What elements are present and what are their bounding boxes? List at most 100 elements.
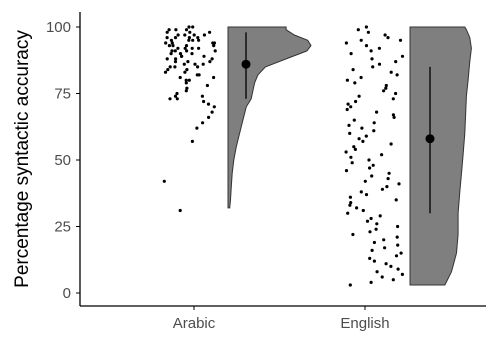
data-point <box>371 163 375 167</box>
data-point <box>394 254 399 258</box>
y-axis-ticks: 0 25 50 75 100 <box>46 19 80 302</box>
data-point <box>210 110 214 114</box>
data-point <box>371 65 375 69</box>
data-point <box>366 30 370 34</box>
data-point <box>164 41 168 45</box>
data-point <box>387 171 391 175</box>
data-point <box>378 214 382 218</box>
data-point <box>169 38 173 42</box>
data-point <box>182 62 186 66</box>
data-point <box>389 142 393 146</box>
data-point <box>200 94 204 98</box>
data-point <box>392 115 396 119</box>
y-tick-label: 100 <box>46 19 71 36</box>
data-point <box>184 89 188 93</box>
mean-interval-markers <box>241 32 435 214</box>
data-point <box>353 147 357 151</box>
data-point <box>383 33 387 37</box>
data-point <box>382 238 386 242</box>
data-point <box>360 126 364 130</box>
density-cloud-english <box>409 26 472 286</box>
data-point <box>195 126 199 130</box>
data-point <box>353 81 357 85</box>
data-point <box>191 25 195 29</box>
y-tick-label: 0 <box>63 285 71 302</box>
y-tick-label: 50 <box>54 152 71 169</box>
x-axis-ticks: Arabic English <box>173 306 390 332</box>
data-point <box>348 283 352 287</box>
data-point <box>173 36 178 40</box>
data-point <box>364 25 368 29</box>
data-point <box>380 153 384 157</box>
data-point <box>361 208 365 213</box>
data-point <box>364 134 368 138</box>
data-point <box>394 60 398 64</box>
data-point <box>185 86 189 90</box>
data-point <box>171 44 175 48</box>
data-point <box>208 30 212 34</box>
data-point <box>359 190 363 194</box>
data-point <box>183 70 187 74</box>
data-point <box>210 57 214 61</box>
data-point <box>205 83 209 88</box>
data-point <box>356 28 360 32</box>
data-point <box>372 240 376 245</box>
data-point <box>197 38 201 42</box>
data-point <box>351 232 355 237</box>
data-point <box>352 145 356 149</box>
data-point <box>354 99 358 104</box>
data-point <box>386 36 390 40</box>
raw-data-points <box>162 25 405 287</box>
data-point <box>163 70 168 74</box>
y-tick-label: 75 <box>54 86 71 103</box>
data-point <box>185 49 189 53</box>
data-point <box>384 86 388 90</box>
data-point <box>395 235 399 239</box>
mean-point <box>241 59 251 69</box>
data-point <box>213 49 217 53</box>
data-point <box>400 272 404 276</box>
mean-point <box>425 134 435 144</box>
data-point <box>174 57 178 61</box>
data-point <box>349 52 353 56</box>
y-axis-title: Percentage syntactic accuracy <box>12 30 33 288</box>
data-point <box>369 216 373 221</box>
data-point <box>350 161 354 165</box>
data-point <box>202 99 206 104</box>
data-point <box>176 33 180 37</box>
data-point <box>394 91 398 96</box>
data-point <box>369 49 373 53</box>
data-point <box>180 54 184 58</box>
data-point <box>368 256 372 260</box>
data-point <box>368 166 372 170</box>
data-point <box>370 57 374 61</box>
data-point <box>391 113 395 117</box>
data-point <box>175 97 179 101</box>
data-point <box>374 227 378 231</box>
data-point <box>173 60 178 64</box>
x-tick-label: Arabic <box>173 315 216 332</box>
data-point <box>389 70 393 74</box>
data-point <box>190 46 194 50</box>
data-point <box>183 33 187 37</box>
data-point <box>173 94 178 98</box>
data-point <box>359 75 363 80</box>
data-point <box>187 38 191 42</box>
data-point <box>394 198 398 202</box>
data-point <box>201 121 205 125</box>
data-point <box>396 243 400 247</box>
data-point <box>359 38 363 42</box>
data-point <box>168 97 172 101</box>
data-point <box>167 28 171 32</box>
data-point <box>399 251 403 255</box>
data-point <box>184 44 189 48</box>
data-point <box>207 115 211 119</box>
data-point <box>391 97 395 101</box>
data-point <box>347 123 351 127</box>
data-point <box>165 30 169 34</box>
data-point <box>372 121 376 125</box>
data-point <box>174 28 178 32</box>
data-point <box>176 46 180 50</box>
data-point <box>375 110 379 114</box>
data-point <box>348 131 352 135</box>
